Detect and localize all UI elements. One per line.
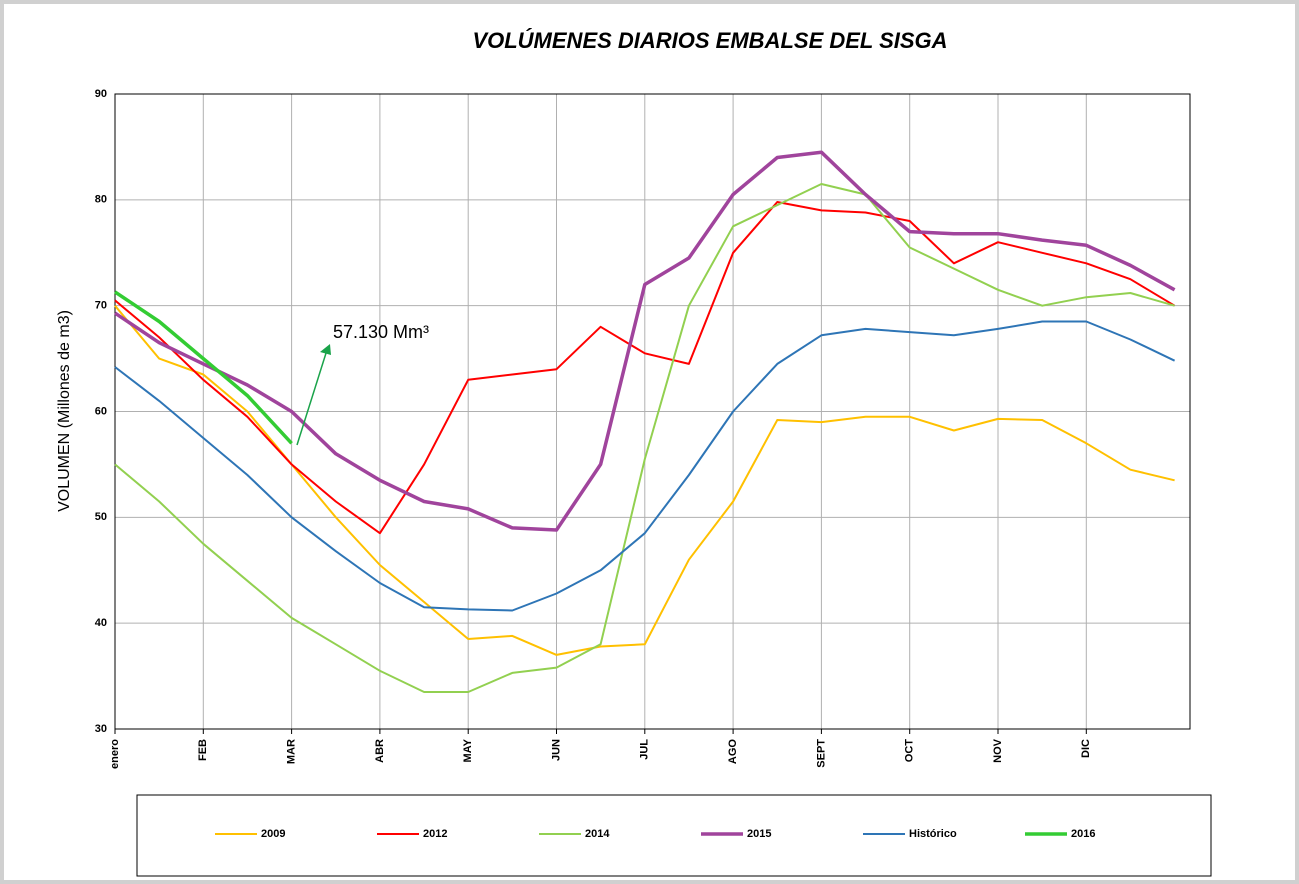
legend-label: 2015 [747,828,771,840]
y-axis-label: VOLUMEN (Millones de m3) [56,310,73,512]
annotation: 57.130 Mm³ [333,322,429,342]
series-line [114,183,1175,693]
series-line [114,290,293,445]
x-tick-label: MAY [462,738,474,762]
x-tick-label: MAR [286,739,298,764]
plot-area [114,93,1191,730]
legend-label: 2016 [1071,828,1095,840]
x-tick-label: FEB [197,739,209,761]
x-tick-label: AGO [727,739,739,765]
series-line [114,320,1176,612]
x-tick-label: JUN [550,739,562,761]
legend-label: 2014 [585,828,610,840]
series-line [114,150,1176,532]
x-tick-label: SEPT [815,739,827,768]
x-tick-label: ABR [374,739,386,763]
y-tick-label: 80 [95,194,107,206]
legend-box [136,794,1212,877]
y-tick-label: 90 [95,88,107,100]
y-tick-label: 70 [95,300,107,312]
x-tick-label: DIC [1080,739,1092,758]
y-tick-label: 30 [95,723,107,735]
series-line [114,201,1176,535]
x-tick-label: NOV [992,738,1004,763]
y-tick-label: 50 [95,511,107,523]
legend-label: 2012 [423,828,447,840]
chart-title: VOLÚMENES DIARIOS EMBALSE DEL SISGA [472,28,947,53]
legend-label: 2009 [261,828,285,840]
x-tick-label: OCT [904,739,916,763]
x-tick-label: enero [109,739,121,769]
y-tick-label: 40 [95,617,107,629]
annotation-arrow [296,349,328,446]
x-tick-label: JUL [639,739,651,760]
arrow-head [320,344,331,355]
y-tick-label: 60 [95,405,107,417]
legend-label: Histórico [909,828,957,840]
